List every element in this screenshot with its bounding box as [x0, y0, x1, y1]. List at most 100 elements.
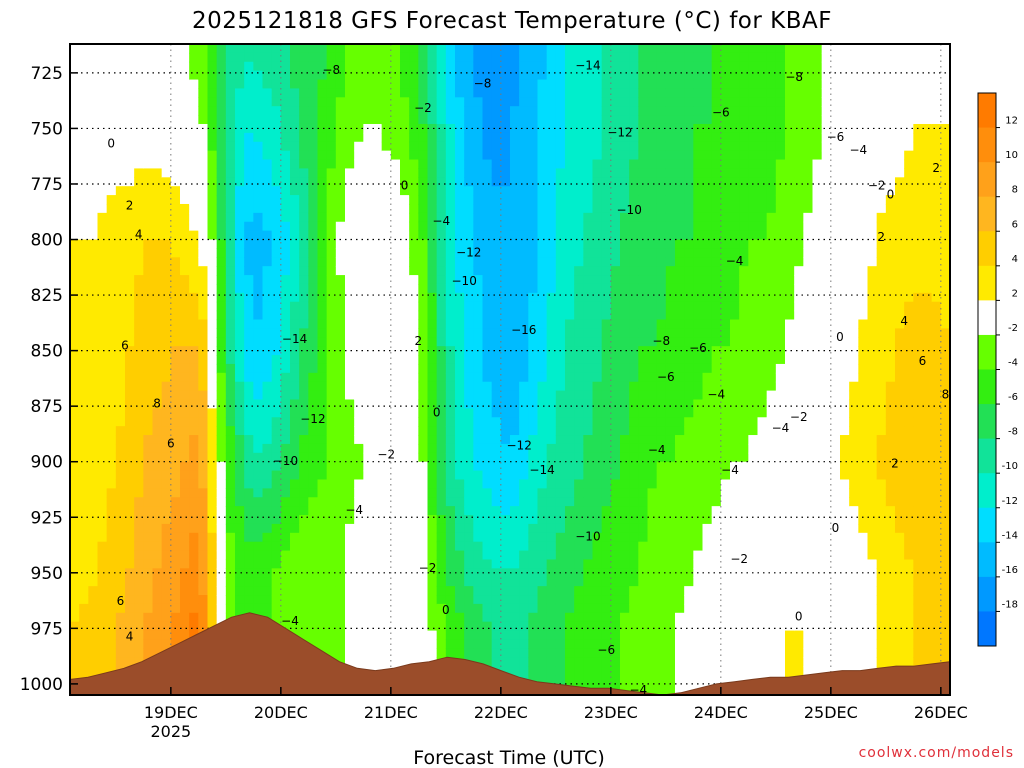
- field-cell: [79, 426, 89, 435]
- field-cell: [171, 186, 181, 195]
- field-cell: [336, 320, 346, 329]
- field-cell: [611, 142, 621, 151]
- field-cell: [244, 284, 254, 293]
- field-cell: [162, 257, 172, 266]
- field-cell: [143, 497, 153, 506]
- field-cell: [657, 88, 667, 97]
- field-cell: [143, 71, 153, 80]
- field-cell: [648, 622, 658, 631]
- field-cell: [299, 53, 309, 62]
- field-cell: [336, 311, 346, 320]
- field-cell: [409, 506, 419, 515]
- field-cell: [620, 311, 630, 320]
- field-cell: [648, 133, 658, 142]
- field-cell: [79, 222, 89, 231]
- field-cell: [657, 160, 667, 169]
- field-cell: [354, 257, 364, 266]
- field-cell: [648, 391, 658, 400]
- field-cell: [107, 284, 117, 293]
- field-cell: [483, 408, 493, 417]
- field-cell: [373, 435, 383, 444]
- field-cell: [510, 631, 520, 640]
- field-cell: [556, 577, 566, 586]
- field-cell: [382, 506, 392, 515]
- field-cell: [217, 248, 227, 257]
- field-cell: [455, 151, 465, 160]
- field-cell: [70, 62, 80, 71]
- field-cell: [98, 364, 108, 373]
- field-cell: [565, 551, 575, 560]
- field-cell: [666, 195, 676, 204]
- field-cell: [88, 444, 98, 453]
- field-cell: [79, 408, 89, 417]
- field-cell: [318, 293, 328, 302]
- field-cell: [629, 639, 639, 648]
- field-cell: [134, 595, 144, 604]
- field-cell: [382, 417, 392, 426]
- field-cell: [409, 302, 419, 311]
- field-cell: [538, 622, 548, 631]
- field-cell: [98, 257, 108, 266]
- field-cell: [281, 515, 291, 524]
- field-cell: [162, 266, 172, 275]
- field-cell: [675, 408, 685, 417]
- field-cell: [107, 497, 117, 506]
- field-cell: [675, 248, 685, 257]
- field-cell: [519, 408, 529, 417]
- field-cell: [602, 88, 612, 97]
- field-cell: [70, 631, 80, 640]
- field-cell: [574, 373, 584, 382]
- field-cell: [629, 453, 639, 462]
- field-cell: [657, 657, 667, 666]
- field-cell: [217, 426, 227, 435]
- field-cell: [244, 586, 254, 595]
- field-cell: [107, 488, 117, 497]
- field-cell: [226, 559, 236, 568]
- field-cell: [400, 97, 410, 106]
- field-cell: [400, 142, 410, 151]
- field-cell: [98, 133, 108, 142]
- field-cell: [253, 426, 263, 435]
- field-cell: [620, 515, 630, 524]
- field-cell: [345, 382, 355, 391]
- field-cell: [602, 488, 612, 497]
- field-cell: [437, 106, 447, 115]
- field-cell: [290, 444, 300, 453]
- field-cell: [446, 80, 456, 89]
- field-cell: [226, 257, 236, 266]
- field-cell: [501, 524, 511, 533]
- field-cell: [638, 177, 648, 186]
- field-cell: [272, 293, 282, 302]
- field-cell: [308, 53, 318, 62]
- field-cell: [198, 80, 208, 89]
- field-cell: [336, 293, 346, 302]
- field-cell: [473, 586, 483, 595]
- field-cell: [528, 302, 538, 311]
- field-cell: [116, 488, 126, 497]
- field-cell: [528, 488, 538, 497]
- field-cell: [437, 195, 447, 204]
- field-cell: [455, 613, 465, 622]
- field-cell: [373, 213, 383, 222]
- field-cell: [281, 80, 291, 89]
- field-cell: [492, 311, 502, 320]
- field-cell: [418, 488, 428, 497]
- field-cell: [464, 320, 474, 329]
- field-cell: [363, 195, 373, 204]
- field-cell: [244, 106, 254, 115]
- field-cell: [244, 97, 254, 106]
- field-cell: [602, 631, 612, 640]
- field-cell: [382, 115, 392, 124]
- field-cell: [428, 462, 438, 471]
- field-cell: [455, 328, 465, 337]
- field-cell: [528, 195, 538, 204]
- field-cell: [611, 177, 621, 186]
- field-cell: [180, 320, 190, 329]
- field-cell: [657, 222, 667, 231]
- field-cell: [473, 639, 483, 648]
- field-cell: [217, 302, 227, 311]
- field-cell: [400, 453, 410, 462]
- field-cell: [528, 639, 538, 648]
- field-cell: [363, 586, 373, 595]
- field-cell: [455, 595, 465, 604]
